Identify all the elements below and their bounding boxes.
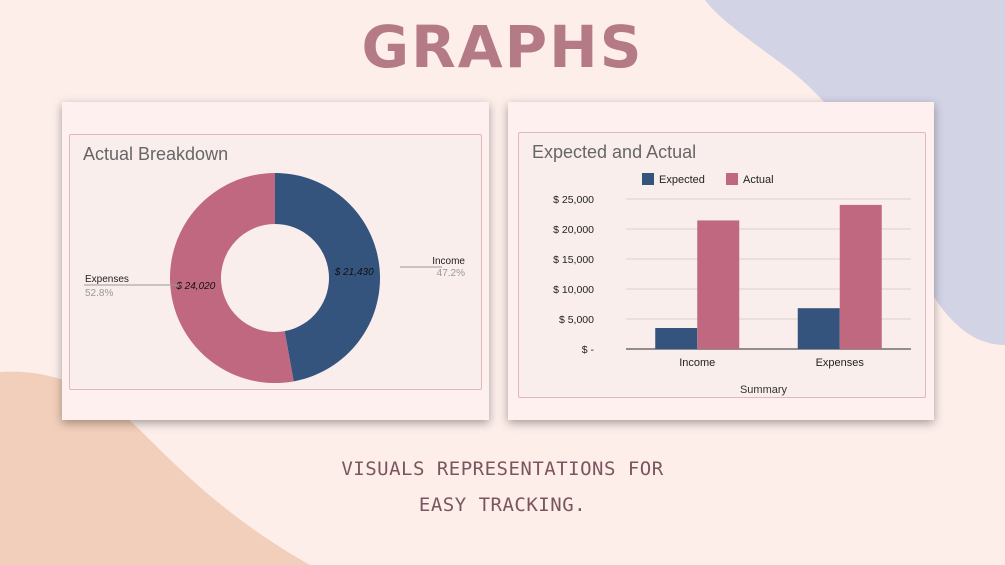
donut-value-label-expenses: $ 24,020 (175, 281, 215, 292)
donut-slice-income (275, 173, 381, 382)
bar-expected-income (655, 328, 698, 349)
bar-chart-frame: Expected and Actual Expected Actual $ - $ 5… (518, 132, 926, 398)
subtitle-line-2: EASY TRACKING. (418, 494, 587, 516)
x-tick-label-income: Income (679, 357, 715, 369)
legend-swatch-expected (642, 173, 654, 185)
expenses-slice-name: Expenses (85, 274, 129, 285)
donut-chart-title: Actual Breakdown (83, 144, 229, 164)
donut-slice-expenses (170, 173, 294, 383)
x-tick-label-expenses: Expenses (816, 357, 865, 369)
legend-label-expected: Expected (659, 174, 705, 186)
y-tick-label-25000: $ 25,000 (553, 194, 594, 206)
legend-swatch-actual (726, 173, 738, 185)
income-slice-name: Income (432, 256, 465, 267)
donut-value-label-income: $ 21,430 (334, 267, 374, 278)
income-slice-percent: 47.2% (437, 268, 465, 279)
donut-chart-card: Actual Breakdown $ 21,430 $ 24,020 Income 4… (62, 102, 489, 420)
bar-chart-card: Expected and Actual Expected Actual $ - $ 5… (508, 102, 934, 420)
donut-chart-frame: Actual Breakdown $ 21,430 $ 24,020 Income 4… (69, 134, 482, 390)
y-tick-label-5000: $ 5,000 (559, 314, 594, 326)
bar-expected-expenses (797, 308, 840, 349)
page-title: GRAPHS (361, 13, 644, 81)
bar-chart-title: Expected and Actual (532, 142, 697, 162)
y-tick-label-0: $ - (582, 344, 595, 356)
legend-label-actual: Actual (743, 174, 774, 186)
x-axis-label: Summary (740, 384, 788, 396)
bar-actual-income (697, 220, 740, 349)
y-tick-label-10000: $ 10,000 (553, 284, 594, 296)
bar-actual-expenses (839, 204, 882, 349)
subtitle-line-1: VISUALS REPRESENTATIONS FOR (341, 458, 664, 480)
bar-chart: Expected Actual $ - $ 5,000 $ 10,000 $ 15,000… (553, 173, 911, 396)
y-tick-label-15000: $ 15,000 (553, 254, 594, 266)
y-tick-label-20000: $ 20,000 (553, 224, 594, 236)
expenses-slice-percent: 52.8% (85, 288, 113, 299)
